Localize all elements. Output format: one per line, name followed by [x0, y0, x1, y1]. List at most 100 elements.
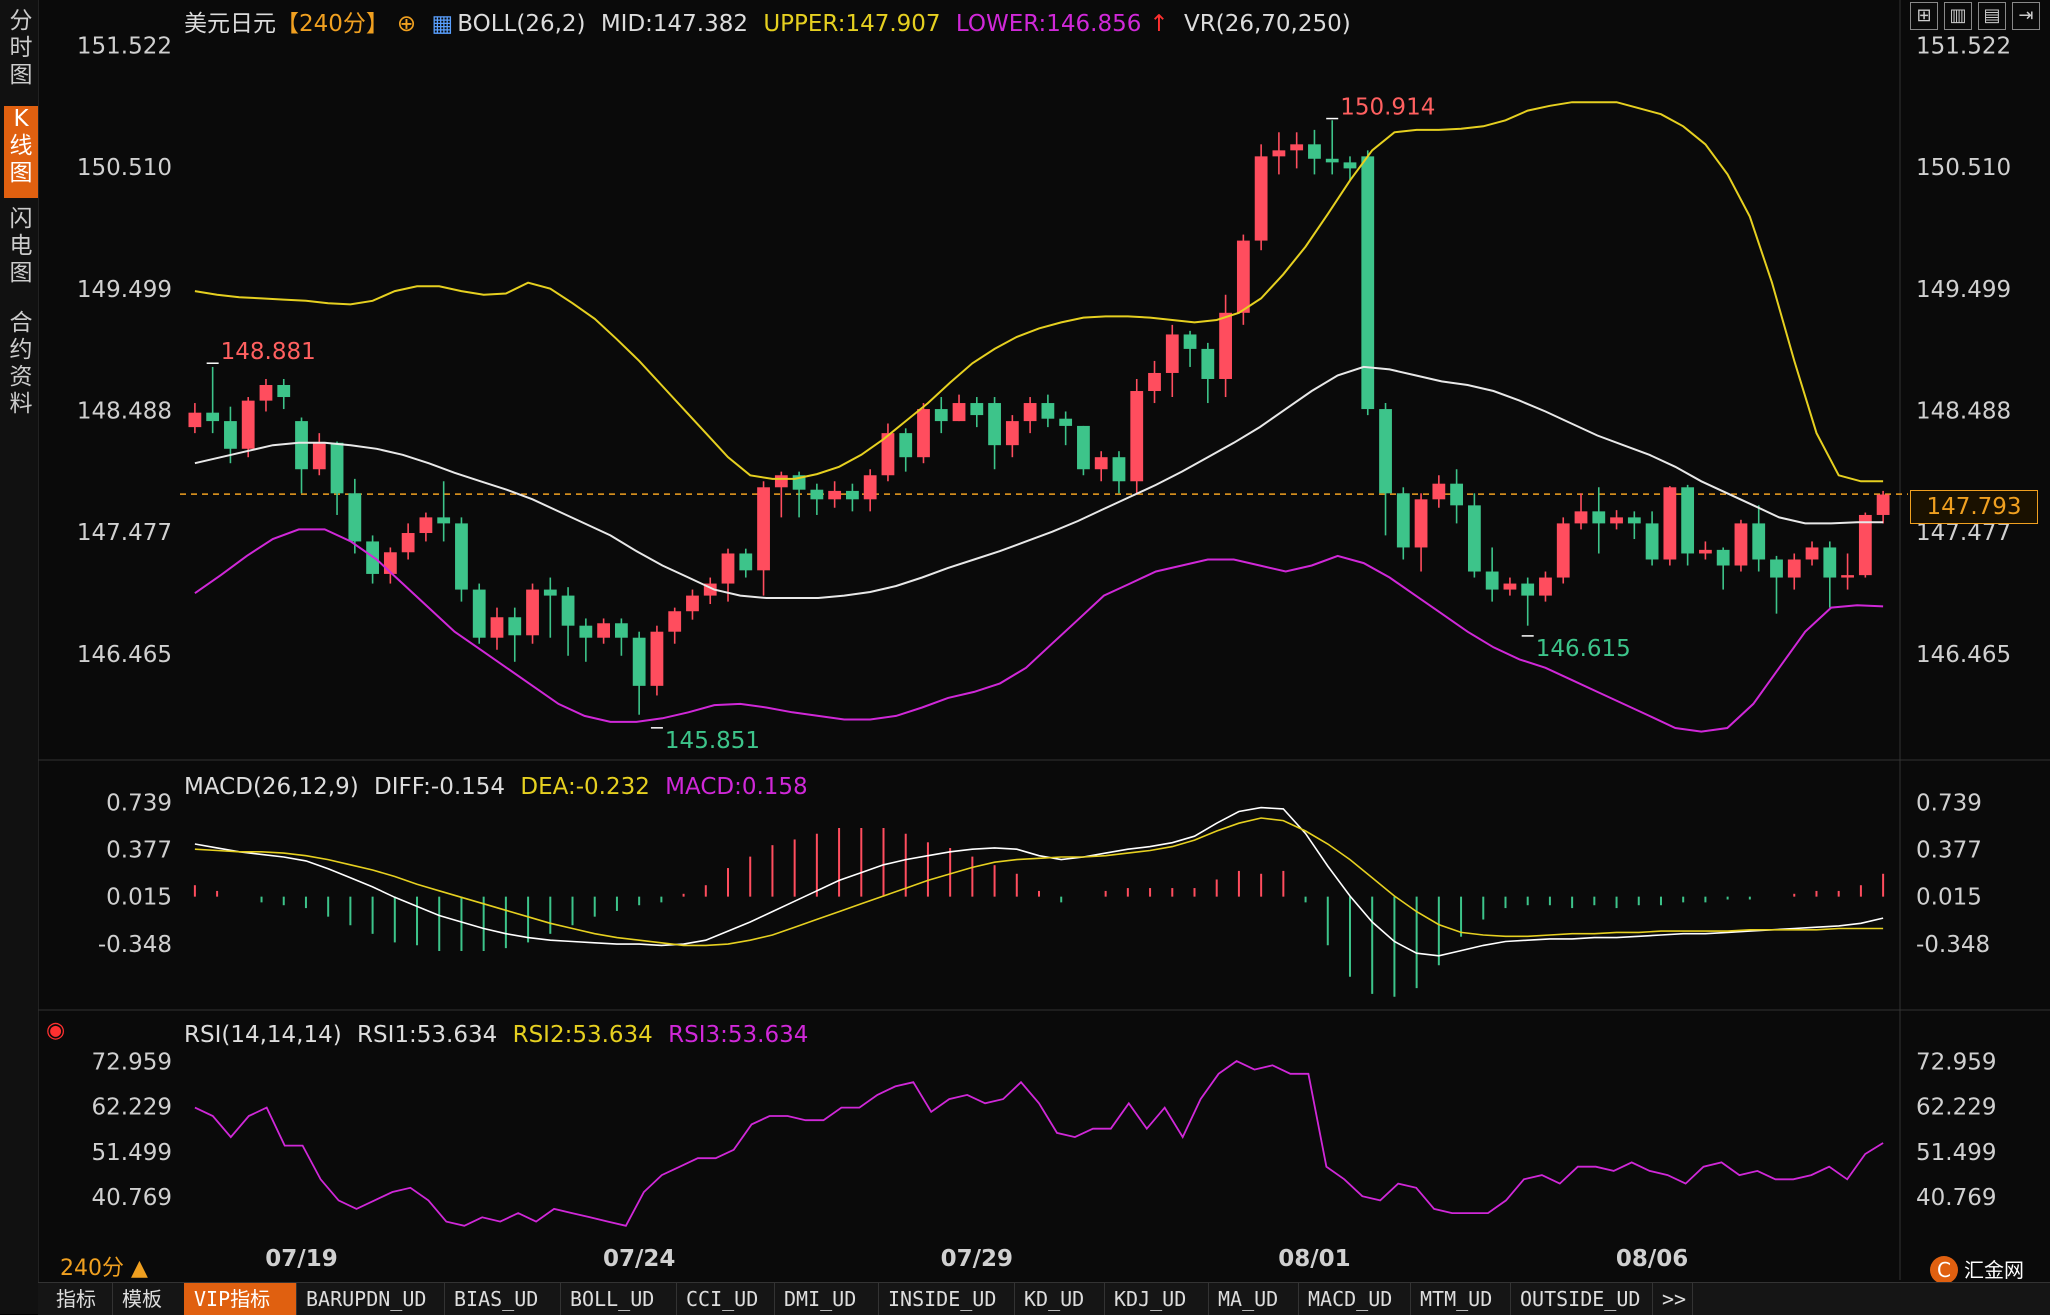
bottom-tab-2[interactable]: VIP指标 [184, 1283, 297, 1315]
candle-body-83 [1663, 487, 1677, 560]
bottom-tab-11[interactable]: MA_UD [1208, 1283, 1299, 1315]
bottom-tab-12[interactable]: MACD_UD [1298, 1283, 1411, 1315]
price-tick-right-1: 150.510 [1916, 155, 2011, 181]
candle-body-36 [828, 490, 842, 500]
candle-body-31 [739, 553, 753, 571]
candle-body-28 [686, 595, 699, 612]
rsi1-value: RSI1:53.634 [357, 1022, 498, 1048]
candle-body-63 [1308, 144, 1321, 159]
candle-body-13 [419, 517, 433, 534]
candle-body-24 [614, 623, 628, 638]
price-tick-left-1: 150.510 [77, 155, 172, 181]
toolbar-icons: ⊞ ▥ ▤ ⇥ [1904, 2, 2040, 30]
bottom-tab-8[interactable]: INSIDE_UD [878, 1283, 1015, 1315]
candle-body-56 [1183, 334, 1197, 349]
tab-contract-info[interactable]: 合约资料 [9, 310, 33, 417]
tab-lightning[interactable]: 闪电图 [9, 206, 33, 286]
bottom-tab-4[interactable]: BIAS_UD [444, 1283, 561, 1315]
bottom-tab-15[interactable]: >> [1652, 1283, 1693, 1315]
candle-body-66 [1361, 156, 1375, 410]
x-tick-1: 07/24 [603, 1246, 675, 1272]
x-tick-3: 08/01 [1278, 1246, 1350, 1272]
candle-body-16 [472, 589, 486, 638]
indicator-tab-bar: 指标 模板 VIP指标 BARUPDN_UD BIAS_UD BOLL_UD CCI_UD D… [38, 1282, 2050, 1315]
rsi-line [194, 1060, 1884, 1227]
bottom-tab-1[interactable]: 模板 [112, 1283, 185, 1315]
bottom-tab-5[interactable]: BOLL_UD [560, 1283, 677, 1315]
candle-body-53 [1130, 391, 1144, 482]
annotation-label-2: 150.914 [1340, 95, 1435, 121]
period-selector[interactable]: 240分 ▲ [60, 1256, 148, 1281]
bars-icon[interactable]: ▥ [1944, 2, 1972, 30]
tab-timeshare[interactable]: 分时图 [9, 8, 33, 88]
annotation-label-0: 148.881 [221, 339, 316, 365]
boll-upper: UPPER:147.907 [763, 11, 941, 37]
price-tick-left-4: 147.477 [77, 520, 172, 546]
candle-body-12 [401, 533, 415, 553]
candle-body-2 [224, 421, 237, 449]
candle-body-82 [1645, 523, 1659, 560]
macd-dea-line [194, 817, 1884, 947]
candle-body-84 [1681, 487, 1695, 554]
candle-body-48 [1041, 403, 1055, 419]
candle-body-77 [1556, 523, 1570, 578]
crosshair-icon[interactable]: ⊕ [396, 11, 417, 37]
candle-body-94 [1858, 514, 1872, 576]
boll-mid: MID:147.382 [600, 11, 749, 37]
candle-body-6 [295, 421, 308, 470]
candle-body-54 [1148, 372, 1161, 392]
candle-body-65 [1343, 162, 1357, 169]
price-tick-right-3: 148.488 [1916, 399, 2011, 425]
candle-body-92 [1823, 547, 1837, 578]
indicator-icon[interactable]: ▦ [431, 11, 454, 37]
boll-mid-line [194, 365, 1884, 599]
bottom-tab-14[interactable]: OUTSIDE_UD [1510, 1283, 1653, 1315]
macd-tick-right-2: 0.015 [1916, 885, 1982, 911]
tab-kline[interactable]: K线图 [4, 106, 38, 198]
candle-body-88 [1752, 523, 1766, 560]
rsi-legend: RSI(14,14,14) RSI1:53.634 RSI2:53.634 RS… [184, 1022, 816, 1048]
bottom-tab-0[interactable]: 指标 [46, 1283, 113, 1315]
candle-body-14 [437, 517, 451, 524]
annotation-label-3: 146.615 [1536, 636, 1631, 662]
bottom-tab-3[interactable]: BARUPDN_UD [296, 1283, 445, 1315]
candle-body-26 [650, 631, 664, 686]
bottom-tab-10[interactable]: KDJ_UD [1104, 1283, 1209, 1315]
candle-body-46 [1005, 421, 1019, 446]
candle-body-59 [1236, 240, 1250, 313]
macd-diff: DIFF:-0.154 [374, 774, 506, 800]
candle-body-78 [1574, 511, 1588, 524]
period-label[interactable]: 【240分】 [276, 11, 389, 37]
chart-type-icon[interactable]: ▤ [1978, 2, 2006, 30]
candle-body-4 [259, 385, 273, 401]
bottom-tab-9[interactable]: KD_UD [1014, 1283, 1105, 1315]
macd-label: MACD(26,12,9) [184, 774, 359, 800]
candle-body-52 [1112, 457, 1126, 482]
candle-body-87 [1734, 523, 1748, 566]
candle-body-35 [810, 489, 824, 500]
rsi-tick-left-1: 62.229 [92, 1095, 172, 1121]
candle-body-69 [1414, 499, 1428, 548]
macd-tick-left-2: 0.015 [106, 885, 172, 911]
bottom-tab-6[interactable]: CCI_UD [676, 1283, 775, 1315]
logo-icon: C [1930, 1256, 1958, 1284]
price-tick-right-5: 146.465 [1916, 642, 2011, 668]
arrow-up-icon: ↑ [1149, 11, 1169, 37]
skip-end-icon[interactable]: ⇥ [2012, 2, 2040, 30]
macd-tick-right-1: 0.377 [1916, 838, 1982, 864]
record-icon[interactable]: ◉ [46, 1018, 66, 1043]
price-tick-right-4: 147.477 [1916, 520, 2011, 546]
bottom-tab-7[interactable]: DMI_UD [774, 1283, 879, 1315]
rsi-tick-left-0: 72.959 [92, 1049, 172, 1075]
rsi-tick-right-2: 51.499 [1916, 1140, 1996, 1166]
bottom-tab-13[interactable]: MTM_UD [1410, 1283, 1511, 1315]
candle-body-40 [899, 433, 913, 458]
main-legend: 美元日元【240分】 ⊕ ▦ BOLL(26,2) MID:147.382 UPPE… [184, 4, 1359, 38]
candle-body-58 [1219, 312, 1232, 379]
kline-chart[interactable]: 151.522 151.522 150.510 150.510 149.499 149.4… [0, 0, 2050, 1280]
candle-body-42 [934, 409, 948, 422]
macd-tick-right-0: 0.739 [1916, 791, 1982, 817]
candle-body-15 [455, 523, 468, 590]
candle-body-76 [1539, 577, 1552, 596]
layout-grid-icon[interactable]: ⊞ [1910, 2, 1938, 30]
